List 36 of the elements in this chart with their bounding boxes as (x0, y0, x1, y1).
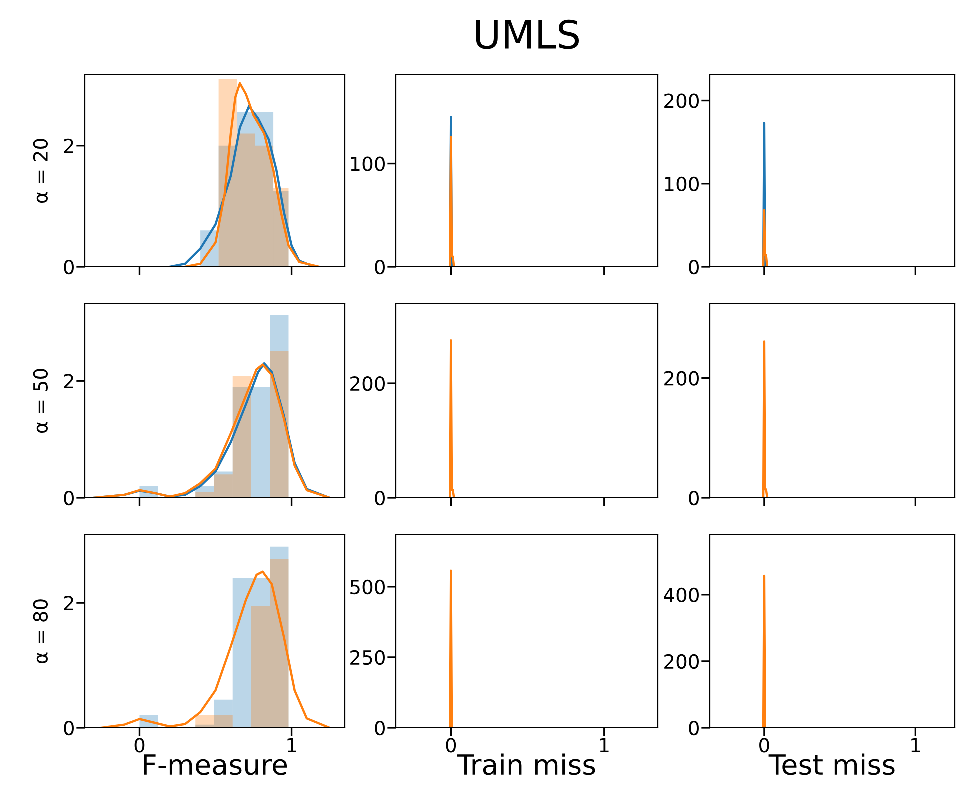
y-tick-label: 0 (64, 490, 74, 506)
x-axis-title: Test miss (768, 754, 895, 776)
y-tick-label: 200 (664, 654, 699, 670)
y-tick-label: 2 (64, 374, 74, 389)
y-tick-label: 100 (665, 176, 699, 192)
y-tick-label: 0 (375, 490, 385, 506)
x-tick-label: 0 (760, 738, 770, 753)
chart-title: UMLS (476, 20, 580, 50)
y-tick-label: 0 (64, 260, 74, 275)
line-series (100, 570, 331, 728)
x-axis-title: F-measure (144, 754, 288, 776)
y-axis-title: α = 20 (33, 139, 48, 204)
x-tick-label: 1 (288, 738, 296, 752)
x-tick-label: 1 (600, 738, 609, 752)
y-tick-label: 500 (350, 580, 385, 595)
y-tick-label: 0 (375, 260, 385, 275)
y-tick-label: 0 (689, 720, 699, 736)
y-tick-label: 0 (689, 490, 699, 506)
x-tick-label: 0 (446, 738, 456, 753)
y-tick-label: 100 (351, 156, 385, 172)
x-tick-label: 1 (912, 738, 920, 752)
y-axis-title: α = 50 (33, 369, 48, 434)
y-tick-label: 200 (350, 376, 385, 392)
y-tick-label: 200 (664, 371, 699, 386)
y-axis-title: α = 80 (33, 600, 48, 664)
y-tick-label: 2 (64, 596, 74, 610)
x-axis-title: Train miss (457, 754, 596, 776)
x-tick-label: 0 (134, 738, 145, 753)
line-series (184, 82, 320, 267)
y-tick-label: 400 (664, 588, 699, 603)
y-tick-label: 250 (350, 650, 385, 666)
y-tick-label: 2 (64, 138, 74, 154)
y-tick-label: 200 (664, 94, 699, 108)
y-tick-label: 0 (689, 260, 699, 275)
y-tick-label: 0 (64, 720, 74, 736)
y-tick-label: 0 (375, 720, 385, 736)
